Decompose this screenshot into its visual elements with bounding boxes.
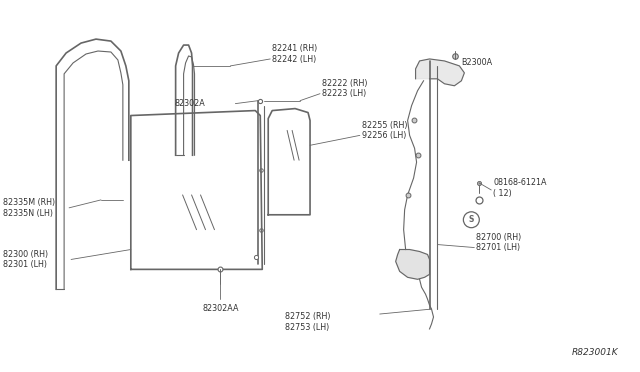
Polygon shape	[415, 59, 465, 86]
Text: 82752 (RH)
82753 (LH): 82752 (RH) 82753 (LH)	[285, 312, 331, 332]
Text: R823001K: R823001K	[572, 348, 619, 357]
Text: 82222 (RH)
82223 (LH): 82222 (RH) 82223 (LH)	[322, 79, 367, 99]
Text: 82302A: 82302A	[175, 99, 205, 108]
Text: 82302AA: 82302AA	[202, 304, 239, 313]
Text: B2300A: B2300A	[461, 58, 493, 67]
Text: 82255 (RH)
92256 (LH): 82255 (RH) 92256 (LH)	[362, 121, 407, 140]
Text: S: S	[468, 215, 474, 224]
Polygon shape	[396, 250, 429, 279]
Text: 08168-6121A
( 12): 08168-6121A ( 12)	[493, 178, 547, 198]
Text: 82335M (RH)
82335N (LH): 82335M (RH) 82335N (LH)	[3, 198, 56, 218]
Text: 82241 (RH)
82242 (LH): 82241 (RH) 82242 (LH)	[272, 44, 317, 64]
Text: 82700 (RH)
82701 (LH): 82700 (RH) 82701 (LH)	[476, 233, 522, 252]
Text: 82300 (RH)
82301 (LH): 82300 (RH) 82301 (LH)	[3, 250, 49, 269]
